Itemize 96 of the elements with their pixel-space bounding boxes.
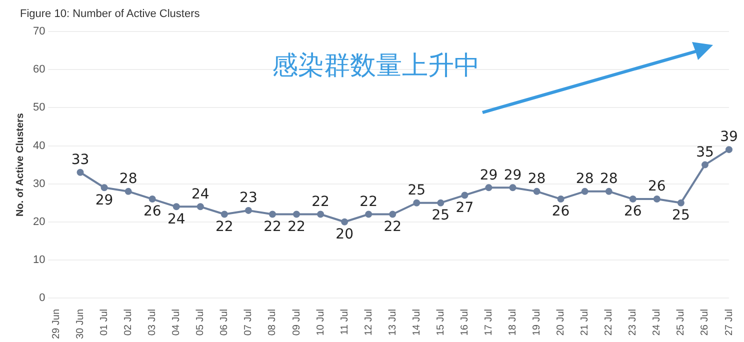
data-label: 20 [336,226,354,243]
y-tick-label: 60 [32,64,46,76]
data-label: 22 [312,194,330,210]
point [437,199,444,206]
data-label: 29 [504,167,522,184]
chart-title: Figure 10: Number of Active Clusters [20,8,200,20]
point [148,196,156,203]
x-tick-label: 15 Jul [435,308,446,336]
data-label: 24 [191,186,210,202]
x-tick-label: 01 Jul [99,308,110,336]
x-tick-label: 02 Jul [123,308,134,336]
point [172,203,180,210]
data-label: 28 [528,171,546,188]
x-tick-label: 23 Jul [628,308,639,336]
x-tick-label: 03 Jul [147,308,158,336]
data-label: 25 [672,207,690,224]
x-tick-label: 30 Jun [75,308,86,340]
point [726,146,732,154]
x-tick-label: 24 Jul [652,308,663,336]
point [389,210,396,218]
data-label: 26 [648,178,666,195]
y-tick-label: 10 [32,254,46,266]
x-tick-label: 11 Jul [339,308,350,335]
data-label: 22 [216,218,234,235]
x-tick-label: 04 Jul [171,308,182,336]
x-tick-label: 25 Jul [676,308,687,336]
data-label: 39 [720,129,738,146]
point [485,184,492,192]
point [629,196,636,203]
point [509,184,516,192]
data-label: 27 [456,200,474,216]
point [244,206,252,214]
point [365,210,372,218]
x-tick-label: 26 Jul [700,308,711,336]
point [581,188,588,195]
x-tick-label: 05 Jul [195,308,206,336]
data-label: 25 [408,182,426,198]
data-label: 26 [143,204,162,220]
point [100,184,108,192]
x-tick-label: 20 Jul [556,308,567,336]
data-label: 28 [576,171,594,188]
y-tick-label: 70 [32,26,46,38]
data-label: 22 [360,194,378,210]
point [413,199,420,206]
point [124,188,132,195]
data-label: 25 [432,207,450,224]
x-tick-label: 09 Jul [291,308,302,336]
x-tick-label: 10 Jul [315,308,326,336]
x-tick-label: 21 Jul [580,308,591,336]
x-tick-label: 18 Jul [508,308,519,336]
point [293,210,300,218]
data-label: 29 [480,167,498,184]
x-tick-label: 16 Jul [459,308,470,336]
point [533,188,540,195]
point [605,188,612,195]
y-tick-label: 40 [32,140,46,152]
x-tick-label: 14 Jul [411,308,422,336]
point [76,168,84,176]
point [341,218,348,226]
data-label: 33 [71,152,90,168]
data-label: 23 [240,190,258,206]
point [461,192,468,199]
point [196,203,204,210]
data-label: 22 [264,218,282,235]
x-tick-label: 19 Jul [532,308,543,336]
data-label: 29 [95,192,114,208]
x-tick-label: 13 Jul [387,308,398,336]
x-tick-label: 06 Jul [219,308,230,336]
point [557,196,564,203]
data-label: 26 [624,204,642,220]
x-tick-label: 29 Jun [50,308,62,340]
point [220,210,228,218]
x-tick-label: 08 Jul [267,308,278,336]
data-label: 28 [600,171,618,188]
point [268,210,276,218]
y-axis-title: No. of Active Clusters [14,112,26,217]
point [677,199,684,206]
y-tick-label: 20 [32,216,46,228]
data-label: 28 [119,171,138,188]
data-label: 26 [552,204,570,220]
point [701,161,708,168]
point [317,210,324,218]
y-tick-label: 0 [39,292,46,304]
data-label: 22 [384,218,402,235]
x-tick-label: 12 Jul [363,308,374,336]
data-label: 35 [696,144,714,160]
x-tick-label: 17 Jul [483,308,494,336]
data-label: 22 [288,218,306,235]
point [653,196,660,203]
annotation: 感染群数量上升中 [272,50,480,83]
y-tick-label: 50 [32,102,46,114]
x-tick-label: 27 Jul [724,308,735,336]
x-tick-label: 22 Jul [604,308,615,336]
x-tick-label: 07 Jul [243,308,254,336]
y-tick-label: 30 [32,178,46,190]
data-label: 24 [167,211,186,228]
